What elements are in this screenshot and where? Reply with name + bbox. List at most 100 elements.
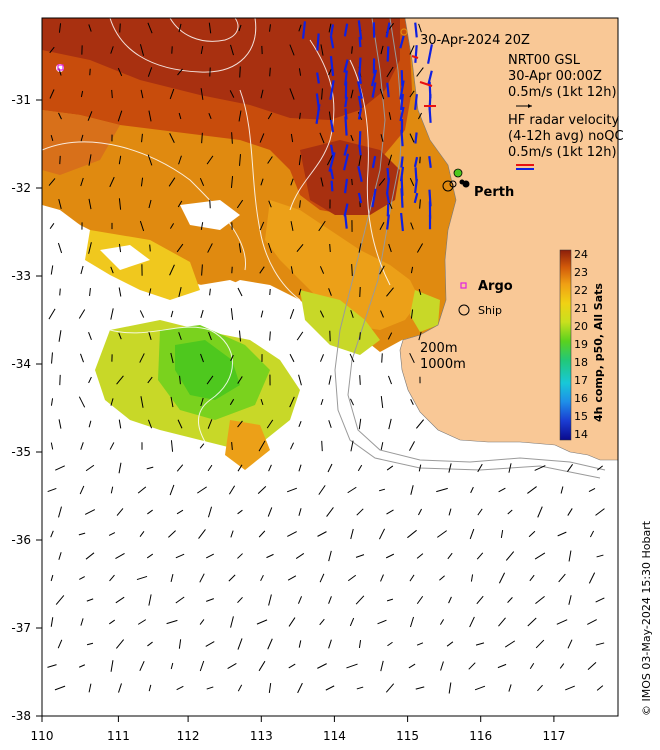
model-arrow <box>319 310 325 318</box>
model-arrow <box>380 310 384 318</box>
model-arrow <box>88 376 92 384</box>
model-arrow <box>351 178 353 186</box>
model-arrow <box>380 134 384 142</box>
model-arrow <box>228 485 236 495</box>
model-arrow <box>419 199 421 209</box>
model-arrow <box>78 309 86 319</box>
model-arrow <box>51 352 53 364</box>
model-arrow <box>328 596 332 604</box>
model-arrow <box>326 507 334 517</box>
model-arrow <box>205 553 215 559</box>
y-axis: -31 -32 -33 -34 -35 -36 -37 -38 <box>11 93 42 723</box>
model-arrow <box>350 528 354 540</box>
model-arrow <box>85 464 95 472</box>
model-arrow <box>206 686 214 690</box>
model-arrow <box>448 508 452 516</box>
model-arrow <box>595 508 605 516</box>
model-arrow <box>257 486 267 494</box>
model-arrow <box>268 464 272 472</box>
model-arrow <box>418 464 422 472</box>
model-arrow <box>116 508 124 516</box>
radar-arrow <box>414 45 418 63</box>
model-arrow <box>410 266 414 274</box>
model-arrow <box>236 199 244 209</box>
model-arrow <box>239 154 241 166</box>
x-tick-label: 115 <box>396 729 419 743</box>
radar-arrow <box>399 106 405 122</box>
model-arrow <box>326 154 334 166</box>
model-arrow <box>109 176 115 188</box>
model-arrow <box>328 23 332 33</box>
model-arrow <box>267 112 273 120</box>
model-arrow <box>110 486 114 494</box>
model-arrow <box>89 288 91 296</box>
ship-marker: Ship <box>458 304 502 317</box>
model-arrow <box>417 112 423 120</box>
colorbar-tick-label: 24 <box>574 248 588 261</box>
model-arrow <box>416 553 424 559</box>
model-arrow <box>298 154 302 166</box>
y-tick-label: -38 <box>11 709 31 723</box>
model-arrow <box>79 485 85 495</box>
model-arrow <box>347 574 357 582</box>
model-arrow <box>320 398 324 406</box>
model-arrow <box>118 332 122 340</box>
model-arrow <box>169 223 175 229</box>
model-arrow <box>507 509 513 515</box>
model-arrow <box>350 440 354 452</box>
model-arrow <box>84 509 96 515</box>
model-arrow <box>147 641 153 647</box>
radar-arrow <box>358 57 362 75</box>
model-arrow <box>469 528 475 540</box>
model-arrow <box>237 464 243 472</box>
model-arrow <box>148 332 152 340</box>
model-arrow <box>230 44 234 56</box>
model-arrow <box>317 663 327 669</box>
model-arrow <box>317 531 327 537</box>
model-arrow <box>416 595 424 605</box>
model-arrow <box>350 134 354 142</box>
model-arrow <box>258 530 266 538</box>
radar-arrow <box>343 178 349 194</box>
model-arrow <box>177 68 183 76</box>
model-arrow <box>230 176 234 188</box>
model-arrow <box>409 352 415 364</box>
model-arrow <box>118 198 122 210</box>
model-arrow <box>49 89 55 99</box>
model-arrow <box>58 112 62 120</box>
model-arrow <box>141 133 143 143</box>
model-arrow <box>48 178 56 186</box>
model-arrow <box>170 574 174 582</box>
model-arrow <box>468 662 476 670</box>
radar-scale: 0.5m/s (1kt 12h) <box>508 145 617 160</box>
model-arrow <box>319 573 325 583</box>
radar-arrow <box>343 23 349 37</box>
model-arrow <box>136 575 148 581</box>
model-arrow <box>557 531 567 537</box>
model-arrow <box>527 617 537 627</box>
model-arrow <box>147 376 153 384</box>
radar-arrow <box>399 80 405 100</box>
radar-arrow <box>344 96 348 108</box>
model-arrow <box>269 24 271 32</box>
model-arrow <box>50 530 54 538</box>
colorbar-title: 4h comp, p50, All Sats <box>592 283 605 422</box>
model-arrow <box>78 664 86 668</box>
model-arrow <box>357 464 363 472</box>
colorbar-tick-label: 15 <box>574 410 588 423</box>
model-arrow <box>328 375 332 385</box>
radar-arrow <box>400 188 404 208</box>
model-arrow <box>320 44 324 56</box>
model-arrow <box>470 486 474 494</box>
radar-arrow <box>371 82 377 98</box>
model-arrow <box>387 332 393 340</box>
model-arrow <box>356 686 364 690</box>
model-arrow <box>176 243 184 253</box>
radar-arrow <box>316 72 320 84</box>
model-arrow <box>258 440 266 452</box>
model-arrow <box>328 288 332 296</box>
model-arrow <box>378 488 386 492</box>
model-arrow <box>140 89 144 99</box>
model-arrow <box>49 222 55 230</box>
model-arrow <box>587 661 597 671</box>
